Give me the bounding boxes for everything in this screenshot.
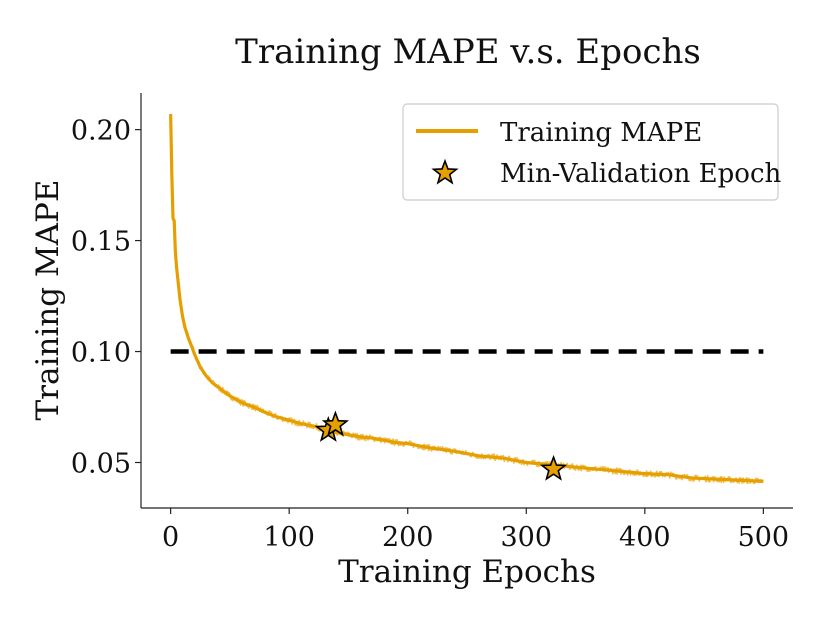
legend-label-training-mape: Training MAPE bbox=[500, 118, 702, 148]
legend: Training MAPE Min-Validation Epoch bbox=[402, 103, 782, 201]
training-mape-series bbox=[169, 114, 764, 485]
x-ticks: 0 100 200 300 400 500 bbox=[162, 508, 789, 553]
x-tick-label: 400 bbox=[619, 522, 671, 553]
y-axis-label: Training MAPE bbox=[30, 179, 66, 420]
training-mape-line bbox=[169, 114, 764, 483]
x-tick-label: 100 bbox=[263, 522, 315, 553]
legend-star-icon bbox=[431, 158, 459, 185]
y-tick-label: 0.10 bbox=[71, 338, 131, 369]
min-validation-star bbox=[539, 454, 568, 481]
y-tick-label: 0.15 bbox=[71, 227, 131, 258]
x-tick-label: 200 bbox=[382, 522, 434, 553]
x-tick-label: 300 bbox=[500, 522, 552, 553]
x-tick-label: 500 bbox=[738, 522, 790, 553]
axes bbox=[140, 93, 793, 509]
y-tick-label: 0.05 bbox=[71, 449, 131, 480]
min-validation-markers bbox=[314, 410, 568, 481]
legend-label-min-validation: Min-Validation Epoch bbox=[500, 159, 782, 189]
legend-star-swatch bbox=[431, 158, 459, 185]
x-axis-label: Training Epochs bbox=[338, 554, 596, 590]
min-validation-star bbox=[321, 410, 350, 437]
legend-frame bbox=[402, 103, 779, 201]
y-ticks: 0.05 0.10 0.15 0.20 bbox=[71, 116, 141, 480]
y-tick-label: 0.20 bbox=[71, 116, 131, 147]
x-tick-label: 0 bbox=[162, 522, 179, 553]
chart-title: Training MAPE v.s. Epochs bbox=[235, 32, 701, 72]
